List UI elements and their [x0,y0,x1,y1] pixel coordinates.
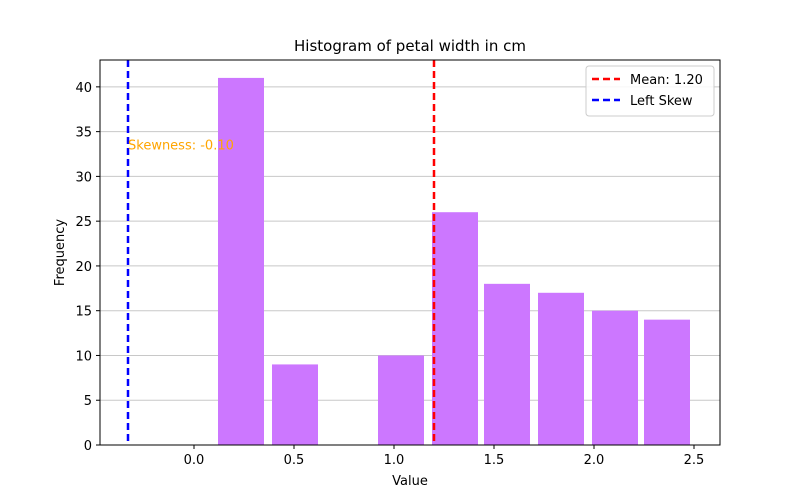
y-tick-label: 40 [75,81,92,96]
bars-layer [218,77,690,445]
x-tick-label: 2.5 [684,453,705,468]
y-tick-label: 0 [84,439,92,454]
histogram-bar [432,212,478,445]
y-tick-label: 35 [75,126,92,141]
x-axis-ticks: 0.0 0.5 1.0 1.5 2.0 2.5 [184,445,705,468]
histogram-bar [538,292,584,445]
x-tick-label: 1.0 [384,453,405,468]
histogram-bar [378,355,424,445]
y-tick-label: 15 [75,305,92,320]
legend-entry-label: Left Skew [630,94,693,109]
legend-entry-label: Mean: 1.20 [630,73,703,88]
y-tick-label: 30 [75,170,92,185]
x-tick-label: 0.5 [284,453,305,468]
vline-layer [126,60,436,445]
y-axis-label: Frequency [53,219,68,286]
y-tick-label: 5 [84,394,92,409]
y-axis-ticks: 0 5 10 15 20 25 30 35 40 [75,81,100,454]
histogram-bar [484,283,530,445]
histogram-bar [644,319,690,445]
x-tick-label: 1.5 [484,453,505,468]
y-tick-label: 10 [75,349,92,364]
x-tick-label: 2.0 [584,453,605,468]
histogram-bar [272,364,318,445]
x-tick-label: 0.0 [184,453,205,468]
y-tick-label: 25 [75,215,92,230]
grid-layer [100,86,720,401]
plot-frame [99,59,721,446]
x-axis-label: Value [392,474,428,489]
y-tick-label: 20 [75,260,92,275]
histogram-bar [218,77,264,445]
legend: Mean: 1.20 Left Skew [585,65,715,117]
skewness-annotation: Skewness: -0.10 [128,139,234,154]
chart-title: Histogram of petal width in cm [294,37,526,55]
histogram-bar [592,310,638,445]
